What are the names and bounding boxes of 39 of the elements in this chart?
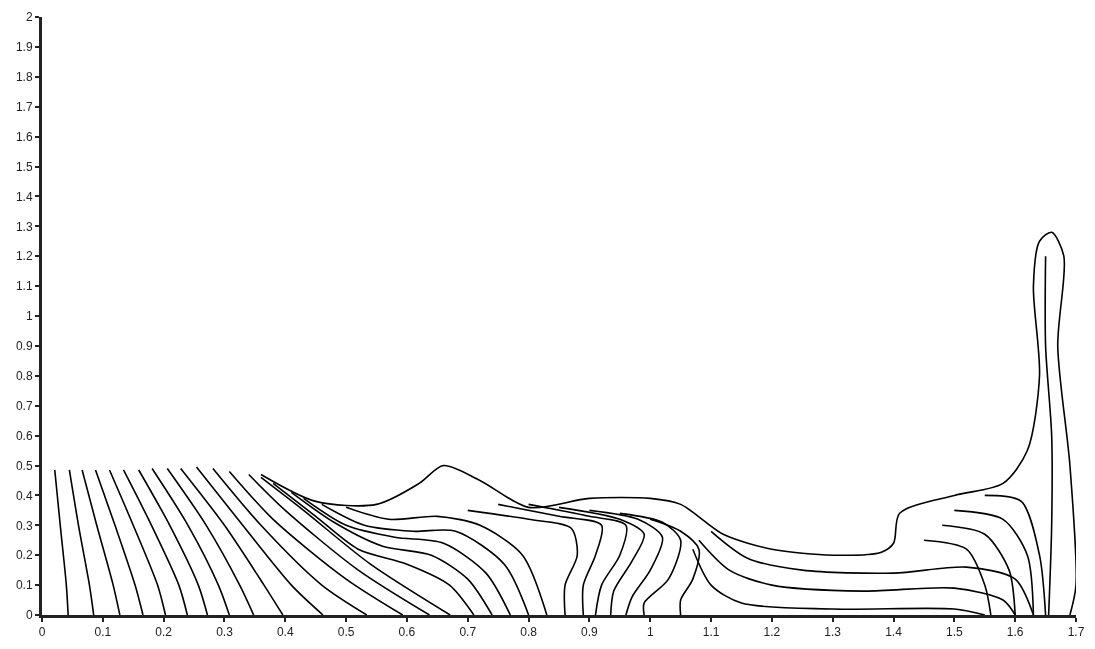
- x-tick-label: 0.4: [276, 625, 294, 640]
- x-tick-label: 0.6: [398, 625, 416, 640]
- x-tick-label: 0.9: [581, 625, 599, 640]
- y-tick-label: 1.1: [15, 279, 33, 294]
- x-tick-label: 1.7: [1067, 625, 1085, 640]
- y-tick-label: 1: [25, 309, 33, 324]
- y-tick-label: 1.5: [15, 159, 33, 174]
- x-tick-label: 0.5: [337, 625, 355, 640]
- y-tick-label: 1.3: [15, 219, 33, 234]
- y-tick-label: 0.9: [15, 339, 33, 354]
- x-tick-label: 1: [646, 625, 654, 640]
- x-tick-label: 1.5: [946, 625, 964, 640]
- y-tick-label: 1.2: [15, 249, 33, 264]
- y-tick-label: 0.5: [15, 458, 33, 473]
- y-tick-label: 1.8: [15, 70, 33, 84]
- y-tick-label: 0.7: [15, 398, 33, 413]
- x-tick-label: 1.3: [824, 625, 842, 640]
- x-tick-label: 1.1: [702, 625, 720, 640]
- y-tick-label: 0.6: [15, 428, 33, 443]
- y-tick-label: 1.6: [15, 129, 33, 144]
- x-tick-label: 0.1: [94, 625, 112, 640]
- y-tick-label: 0.1: [15, 578, 33, 593]
- y-tick-label: 0.3: [15, 518, 33, 533]
- y-tick-label: 1.9: [15, 40, 33, 55]
- y-tick-label: 0: [25, 608, 33, 623]
- y-tick-label: 0.2: [15, 548, 33, 563]
- y-tick-label: 0.4: [15, 488, 33, 503]
- x-tick-label: 1.4: [885, 625, 903, 640]
- x-tick-label: 1.6: [1006, 625, 1024, 640]
- y-tick-label: 2: [25, 10, 33, 25]
- x-tick-label: 0.3: [216, 625, 234, 640]
- x-tick-label: 0.2: [155, 625, 173, 640]
- x-tick-label: 0: [38, 625, 46, 640]
- x-tick-label: 0.7: [459, 625, 477, 640]
- y-tick-label: 1.4: [15, 189, 33, 204]
- y-tick-label: 0.8: [15, 369, 33, 383]
- x-tick-label: 0.8: [520, 625, 538, 640]
- y-tick-label: 1.7: [15, 99, 33, 114]
- x-tick-label: 1.2: [763, 625, 781, 640]
